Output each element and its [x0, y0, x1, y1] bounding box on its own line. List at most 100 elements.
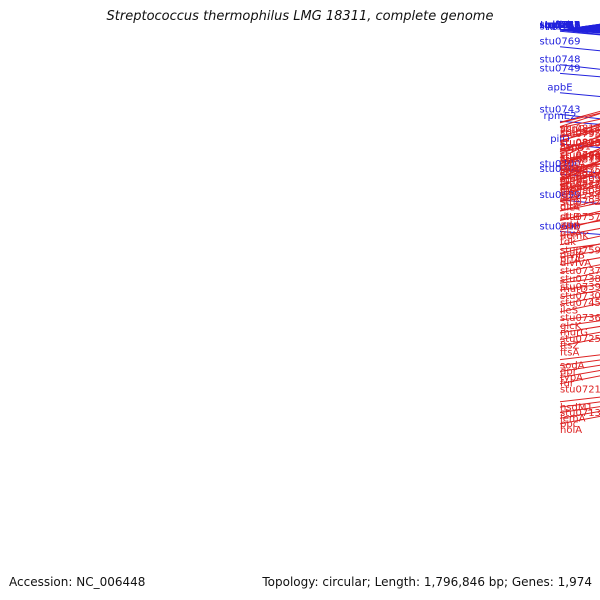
gene-label: stu0748 [540, 55, 581, 66]
gene-label: dltC [560, 201, 580, 212]
gene-label: asnC [560, 124, 585, 135]
gene-label: stu0821 [540, 20, 581, 31]
gene-label: stu0809 [560, 174, 600, 185]
gene-label: stu0795 [560, 129, 600, 140]
gene-label: stu0769 [540, 37, 581, 48]
gene-label: stu0738 [560, 274, 600, 285]
gene-label: stu0829 [560, 153, 600, 164]
gene-label: sodA [560, 361, 585, 372]
gene-label: add [560, 220, 579, 231]
gene-label: dfp1 [549, 20, 572, 31]
accession-label: Accession: NC_006448 [9, 575, 146, 589]
gene-label: stu0850 [540, 20, 581, 31]
gene-label: stu0835 [560, 165, 600, 176]
gene-label: stu0766 [540, 20, 581, 31]
gene-label: stu0808 [560, 186, 600, 197]
gene-label: stu0793 [560, 138, 600, 149]
gene-label: copB [548, 20, 573, 31]
gene-label: stu0841 [540, 20, 581, 31]
gene-label: stu0699 [540, 190, 581, 201]
gene-label: stu0730 [560, 291, 600, 302]
gene-label: stu0814 [560, 123, 600, 134]
gene-label: stu0810 [560, 167, 600, 178]
gene-label: adcA [560, 159, 585, 170]
gene-label: ftsZ [560, 341, 579, 352]
gene-label: cspB [560, 143, 584, 154]
gene-label: dltA [560, 203, 580, 214]
gene-label: stu0759 [560, 246, 600, 257]
gene-label: stu0822 [540, 20, 581, 31]
gene-label: pgmA [545, 20, 574, 31]
gene-label: prfA [560, 255, 581, 266]
gene-label: stu0758 [560, 153, 600, 164]
figure-title: Streptococcus thermophilus LMG 18311, co… [106, 9, 494, 24]
gene-label: stu0768 [540, 20, 581, 31]
gene-label: tdk [560, 237, 576, 248]
gene-label: stu0737 [560, 266, 600, 277]
gene-label: stu0792 [560, 197, 600, 208]
gene-label: ppc [560, 419, 578, 430]
gene-label: stu0739 [560, 282, 600, 293]
gene-label: dfp2 [549, 20, 572, 31]
gene-label: murD [560, 284, 588, 295]
gene-label: stu0756 [560, 181, 600, 192]
gene-label: stu0749 [540, 63, 581, 74]
gene-label: stu0842 [540, 20, 581, 31]
gene-label: stu0701 [540, 164, 581, 175]
gene-label: stu0700 [540, 159, 581, 170]
genome-summary-label: Topology: circular; Length: 1,796,846 bp… [262, 575, 592, 589]
gene-label: stu0813 [560, 137, 600, 148]
gene-label: tnpSth1 [540, 20, 580, 31]
gene-label: stu0736 [560, 313, 600, 324]
gene-label: stu0827 [560, 179, 600, 190]
gene-label: stu0784 [560, 191, 600, 202]
gene-label: ileS [560, 306, 578, 317]
gene-label: stu0721 [560, 385, 600, 396]
gene-label: divIVA [560, 258, 591, 269]
gene-label: coaA [548, 20, 573, 31]
gene-label: stu0832 [560, 128, 600, 139]
gene-label: stu0713 [560, 408, 600, 419]
gene-label: stu0725 [560, 334, 600, 345]
gene-label: hsdM1 [560, 403, 593, 414]
gene-label: divIB [560, 250, 585, 261]
gene-label: stu0743 [540, 104, 581, 115]
gene-label: murG [560, 327, 588, 338]
gene-label: stu0812 [540, 20, 581, 31]
gene-label: stu0823 [540, 20, 581, 31]
gene-label: stu0836 [560, 138, 600, 149]
gene-label: dltD [560, 222, 581, 233]
gene-label: holA [560, 425, 582, 436]
gene-label: pilD [550, 134, 570, 145]
gene-label: rpmE2 [544, 111, 577, 122]
gene-label: stu0767 [540, 21, 581, 32]
gene-label: stu0788 [540, 20, 581, 31]
gene-label: stu0757 [560, 212, 600, 223]
gene-label: rpsT [549, 20, 572, 31]
gene-label: dpr [560, 367, 578, 378]
gene-label: typA [560, 373, 583, 384]
gene-label: glyA [560, 229, 582, 240]
gene-label: dltB [560, 212, 580, 223]
gene-label: hemK [560, 231, 589, 242]
gene-label: fur [560, 379, 575, 390]
gene-label: stu0794 [560, 150, 600, 161]
gene-label: dltX [560, 194, 580, 205]
gene-label: cysM2 [560, 182, 592, 193]
gene-label: ftsA [560, 347, 579, 358]
gene-label: tnpSth1 [540, 20, 580, 31]
gene-label: cspA [560, 167, 584, 178]
gene-label: pacL1 [545, 20, 575, 31]
gene-label: stu0800 [560, 151, 600, 162]
gene-label: lemA [560, 414, 586, 425]
gene-label: stu0745 [560, 298, 600, 309]
gene-label: metE [560, 174, 586, 185]
gene-label: ptpS [560, 180, 583, 191]
gene-label: stu0754 [560, 171, 600, 182]
gene-label: aspC1 [560, 142, 591, 153]
gene-labels: stu0698stu0699stu0700stu0701pilDstu0743r… [540, 20, 600, 436]
gene-label: cdd [560, 162, 578, 173]
gene-label: stu0698 [540, 222, 581, 233]
